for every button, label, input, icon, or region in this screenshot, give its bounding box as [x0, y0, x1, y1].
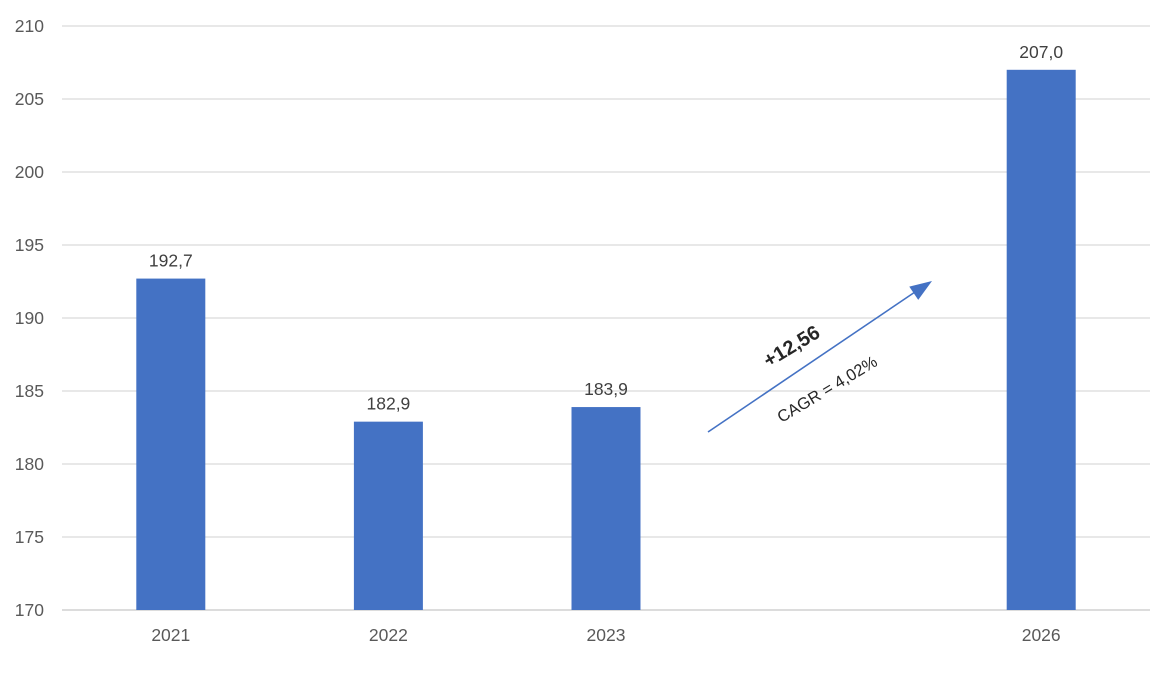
bar-2026 — [1006, 69, 1076, 611]
x-tick-label-2023: 2023 — [587, 625, 626, 645]
y-tick-label: 175 — [15, 527, 44, 547]
y-tick-label: 180 — [15, 454, 44, 474]
data-labels: 192,7 182,9 183,9 207,0 — [149, 42, 1063, 414]
bar-2022 — [353, 421, 423, 610]
x-tick-label-2022: 2022 — [369, 625, 408, 645]
x-tick-label-2021: 2021 — [151, 625, 190, 645]
y-tick-label: 205 — [15, 89, 44, 109]
y-tick-label: 185 — [15, 381, 44, 401]
data-label-2026: 207,0 — [1019, 42, 1063, 62]
x-tick-label-2026: 2026 — [1022, 625, 1061, 645]
y-tick-label: 200 — [15, 162, 44, 182]
growth-arrow-head — [909, 281, 932, 300]
y-tick-label: 210 — [15, 16, 44, 36]
data-label-2021: 192,7 — [149, 251, 193, 271]
y-tick-label: 190 — [15, 308, 44, 328]
bar-2023 — [571, 407, 641, 610]
growth-arrow-line — [707, 291, 916, 433]
bar-series — [136, 69, 1076, 611]
cagr-label: CAGR = 4,02% — [774, 353, 881, 427]
y-tick-label: 170 — [15, 600, 44, 620]
data-label-2022: 182,9 — [367, 394, 411, 414]
y-axis-labels: 170 175 180 185 190 195 200 205 210 — [15, 16, 44, 620]
delta-label: +12,56 — [760, 322, 824, 373]
gridlines — [62, 25, 1150, 611]
y-tick-label: 195 — [15, 235, 44, 255]
x-axis-labels: 2021 2022 2023 2026 — [151, 625, 1060, 645]
bar-2021 — [136, 278, 206, 610]
data-label-2023: 183,9 — [584, 379, 628, 399]
